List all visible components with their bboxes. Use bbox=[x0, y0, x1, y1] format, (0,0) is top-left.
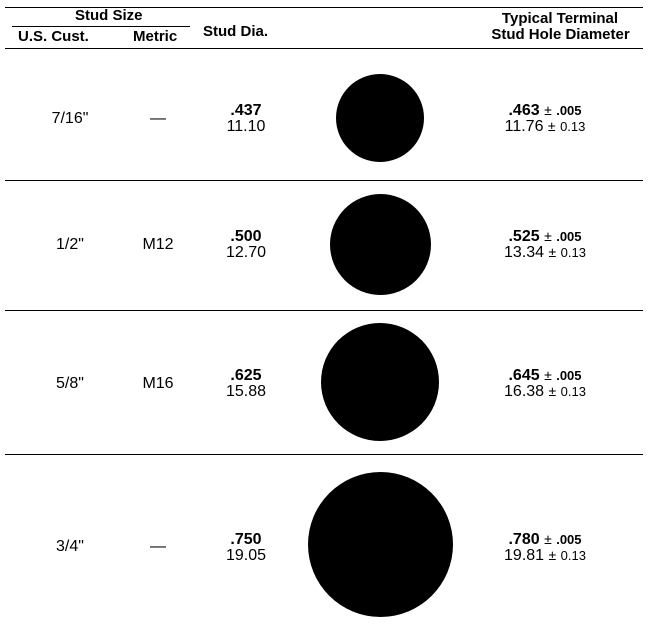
row3-tol-mm: 0.13 bbox=[560, 384, 586, 399]
header-us-cust: U.S. Cust. bbox=[18, 28, 89, 45]
row3-pm-in: ± bbox=[544, 367, 552, 383]
row1-pm-in: ± bbox=[544, 102, 552, 118]
row1-rule bbox=[5, 180, 643, 181]
row3-us: 5/8" bbox=[56, 375, 84, 392]
stud-circle-3 bbox=[321, 323, 439, 441]
row3-hole-mm-value: 16.38 bbox=[504, 383, 545, 400]
row2-hole-mm: 13.34 ± 0.13 bbox=[470, 244, 620, 261]
row4-pm-in: ± bbox=[544, 531, 552, 547]
row2-metric: M12 bbox=[142, 236, 174, 253]
row2-hole-in: .525 ± .005 bbox=[470, 228, 620, 245]
row1-tol-in: .005 bbox=[556, 103, 582, 118]
row1-hole-in: .463 ± .005 bbox=[470, 102, 620, 119]
row4-dia-in: .750 bbox=[230, 531, 262, 548]
row2-dia-mm: 12.70 bbox=[225, 244, 267, 261]
row1-metric: — bbox=[150, 110, 166, 127]
row3-dia-in: .625 bbox=[230, 367, 262, 384]
row3-hole-in-value: .645 bbox=[508, 367, 540, 384]
stud-circle-2 bbox=[330, 194, 431, 295]
row2-pm-in: ± bbox=[544, 228, 552, 244]
row2-pm-mm: ± bbox=[548, 244, 557, 260]
header-terminal-line2: Stud Hole Diameter bbox=[491, 26, 630, 43]
row3-dia-mm: 15.88 bbox=[225, 383, 267, 400]
stud-circle-1 bbox=[336, 74, 424, 162]
row2-hole-mm-value: 13.34 bbox=[504, 244, 545, 261]
row3-tol-in: .005 bbox=[556, 368, 582, 383]
row1-hole-in-value: .463 bbox=[508, 102, 540, 119]
row4-hole-in-value: .780 bbox=[508, 531, 540, 548]
row1-dia-mm: 11.10 bbox=[226, 118, 266, 135]
row2-dia-in: .500 bbox=[230, 228, 262, 245]
row1-pm-mm: ± bbox=[547, 118, 556, 134]
row4-metric: — bbox=[150, 538, 166, 555]
row4-dia-mm: 19.05 bbox=[225, 547, 267, 564]
row3-metric: M16 bbox=[142, 375, 174, 392]
row3-rule bbox=[5, 454, 643, 455]
header-stud-dia: Stud Dia. bbox=[203, 23, 269, 40]
header-bottom-rule bbox=[5, 48, 643, 49]
row4-us: 3/4" bbox=[56, 538, 84, 555]
row2-hole-in-value: .525 bbox=[508, 228, 540, 245]
header-terminal-line1: Typical Terminal bbox=[501, 10, 619, 27]
row2-tol-mm: 0.13 bbox=[560, 245, 586, 260]
row4-pm-mm: ± bbox=[548, 547, 557, 563]
row3-hole-mm: 16.38 ± 0.13 bbox=[470, 383, 620, 400]
row3-pm-mm: ± bbox=[548, 383, 557, 399]
row4-hole-in: .780 ± .005 bbox=[470, 531, 620, 548]
header-metric: Metric bbox=[133, 28, 178, 45]
row1-tol-mm: 0.13 bbox=[560, 119, 586, 134]
row2-us: 1/2" bbox=[56, 236, 84, 253]
row2-tol-in: .005 bbox=[556, 229, 582, 244]
row2-rule bbox=[5, 310, 643, 311]
header-stud-size: Stud Size bbox=[75, 7, 143, 24]
row1-hole-mm: 11.76 ± 0.13 bbox=[470, 118, 620, 135]
row3-hole-in: .645 ± .005 bbox=[470, 367, 620, 384]
row4-tol-mm: 0.13 bbox=[560, 548, 586, 563]
row1-dia-in: .437 bbox=[230, 102, 262, 119]
row1-us: 7/16" bbox=[51, 110, 89, 127]
top-rule bbox=[5, 7, 643, 8]
row1-hole-mm-value: 11.76 bbox=[504, 118, 544, 135]
row4-hole-mm-value: 19.81 bbox=[504, 547, 545, 564]
row4-hole-mm: 19.81 ± 0.13 bbox=[470, 547, 620, 564]
stud-size-underline bbox=[12, 26, 190, 27]
row4-tol-in: .005 bbox=[556, 532, 582, 547]
stud-circle-4 bbox=[308, 472, 453, 617]
